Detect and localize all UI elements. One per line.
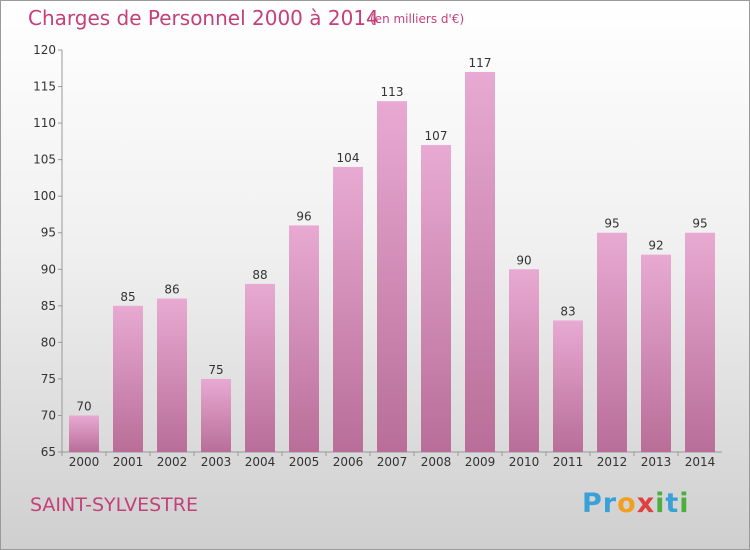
bar-value-label: 90 xyxy=(516,253,531,267)
bar-value-label: 104 xyxy=(337,151,360,165)
chart-title: Charges de Personnel 2000 à 2014 xyxy=(28,6,379,30)
bar xyxy=(245,283,275,452)
proxiti-logo: Proxiti xyxy=(582,488,690,519)
y-tick-label: 95 xyxy=(41,226,56,240)
y-tick-label: 70 xyxy=(41,408,56,422)
y-tick-label: 80 xyxy=(41,335,56,349)
bar-value-label: 75 xyxy=(208,363,223,377)
bar xyxy=(597,232,627,452)
chart-data-labels: 70 85 86 75 88 96 104 113 107 117 90 83 95 92 95 xyxy=(76,56,707,414)
bar-value-label: 95 xyxy=(604,217,619,231)
bar xyxy=(509,269,539,452)
logo-letter: r xyxy=(602,488,618,519)
x-tick-label: 2011 xyxy=(553,455,584,469)
bar-value-label: 85 xyxy=(120,290,135,304)
x-tick-label: 2006 xyxy=(333,455,364,469)
x-tick-label: 2010 xyxy=(509,455,540,469)
bar-value-label: 88 xyxy=(252,268,267,282)
y-tick-label: 65 xyxy=(41,445,56,459)
bar xyxy=(685,232,715,452)
y-tick-label: 105 xyxy=(33,153,56,167)
bar xyxy=(641,254,671,452)
y-tick-label: 75 xyxy=(41,372,56,386)
bar xyxy=(201,378,231,452)
bar xyxy=(553,320,583,452)
bar xyxy=(157,298,187,452)
bar-value-label: 117 xyxy=(469,56,492,70)
logo-letter: i xyxy=(655,488,666,519)
bar xyxy=(113,305,143,452)
bar-value-label: 83 xyxy=(560,304,575,318)
x-tick-label: 2009 xyxy=(465,455,496,469)
y-tick-label: 85 xyxy=(41,299,56,313)
x-tick-label: 2001 xyxy=(113,455,144,469)
logo-letter: x xyxy=(636,488,656,519)
x-tick-label: 2013 xyxy=(641,455,672,469)
bar xyxy=(289,225,319,452)
logo-letter: i xyxy=(679,488,690,519)
bar-value-label: 95 xyxy=(692,217,707,231)
bar xyxy=(377,101,407,452)
bar xyxy=(69,415,99,452)
logo-letter: t xyxy=(665,488,680,519)
x-tick-label: 2002 xyxy=(157,455,188,469)
chart-bars xyxy=(69,71,715,453)
x-tick-label: 2012 xyxy=(597,455,628,469)
bar-value-label: 86 xyxy=(164,283,179,297)
x-tick-label: 2007 xyxy=(377,455,408,469)
y-tick-label: 110 xyxy=(33,116,56,130)
x-tick-label: 2004 xyxy=(245,455,276,469)
y-tick-label: 100 xyxy=(33,189,56,203)
y-tick-label: 120 xyxy=(33,43,56,57)
logo-letter: o xyxy=(617,488,637,519)
bar-value-label: 70 xyxy=(76,399,91,413)
bar-value-label: 92 xyxy=(648,239,663,253)
x-tick-label: 2000 xyxy=(69,455,100,469)
x-tick-label: 2003 xyxy=(201,455,232,469)
bar xyxy=(333,166,363,453)
bar xyxy=(421,145,451,452)
bar-value-label: 107 xyxy=(425,129,448,143)
y-tick-label: 90 xyxy=(41,262,56,276)
x-tick-label: 2005 xyxy=(289,455,320,469)
x-tick-label: 2008 xyxy=(421,455,452,469)
y-tick-label: 115 xyxy=(33,80,56,94)
bar-value-label: 96 xyxy=(296,209,311,223)
x-tick-label: 2014 xyxy=(685,455,716,469)
bar-value-label: 113 xyxy=(381,85,404,99)
chart-unit-note: (en milliers d'€) xyxy=(370,12,465,26)
logo-letter: P xyxy=(582,488,603,519)
bar xyxy=(465,71,495,452)
commune-name: SAINT-SYLVESTRE xyxy=(30,494,198,516)
